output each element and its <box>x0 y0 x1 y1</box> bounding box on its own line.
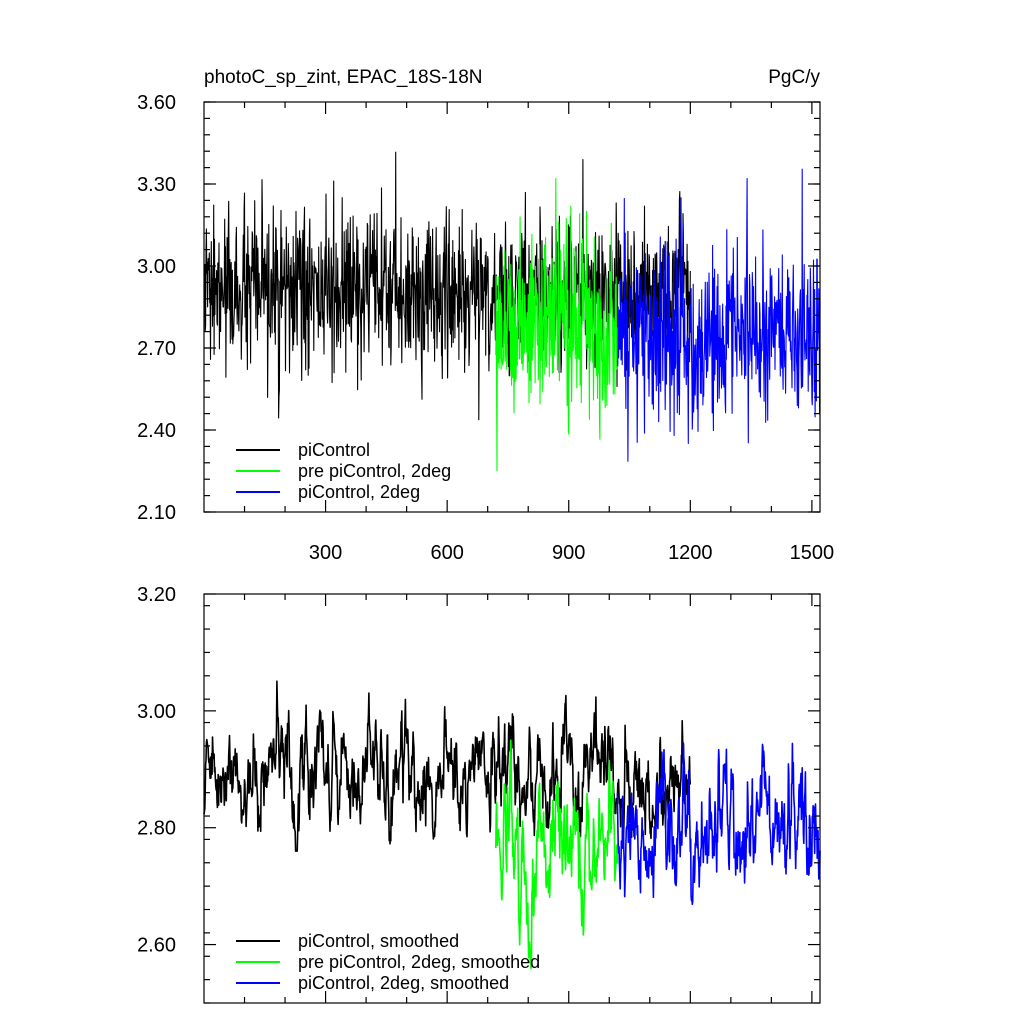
y-tick-label: 2.40 <box>137 420 176 442</box>
legend-label: pre piControl, 2deg <box>298 461 451 481</box>
series-line-3 <box>616 168 821 462</box>
x-tick-label: 1200 <box>668 542 713 564</box>
series-line-1 <box>203 151 691 421</box>
legend-label: piControl <box>298 440 370 460</box>
series-line-2 <box>495 739 619 970</box>
y-tick-label: 2.80 <box>137 818 176 840</box>
y-tick-label: 3.60 <box>137 92 176 114</box>
y-tick-label: 3.20 <box>137 584 176 606</box>
chart-title: photoC_sp_zint, EPAC_18S-18N <box>204 67 482 88</box>
legend-label: pre piControl, 2deg, smoothed <box>298 952 540 972</box>
x-tick-label: 1500 <box>790 542 835 564</box>
plot-frame <box>203 101 821 513</box>
y-tick-label: 3.00 <box>137 701 176 723</box>
y-tick-label: 2.60 <box>137 935 176 957</box>
x-tick-label: 600 <box>430 542 463 564</box>
chart-units: PgC/y <box>768 67 820 88</box>
y-tick-label: 3.00 <box>137 256 176 278</box>
y-tick-label: 2.70 <box>137 338 176 360</box>
x-tick-label: 900 <box>552 542 585 564</box>
legend-label: piControl, 2deg <box>298 482 420 502</box>
y-tick-label: 2.10 <box>137 502 176 524</box>
series-line-2 <box>495 177 618 472</box>
plot-frame <box>203 593 821 1004</box>
legend-label: piControl, 2deg, smoothed <box>298 973 509 993</box>
legend-label: piControl, smoothed <box>298 931 459 951</box>
series-line-3 <box>616 742 821 906</box>
y-tick-label: 3.30 <box>137 174 176 196</box>
x-tick-label: 300 <box>309 542 342 564</box>
top-panel: 2.10 2.40 2.70 3.00 3.30 3.60 300 600 900 1200 150… <box>137 92 834 564</box>
series-line-1 <box>203 680 692 852</box>
